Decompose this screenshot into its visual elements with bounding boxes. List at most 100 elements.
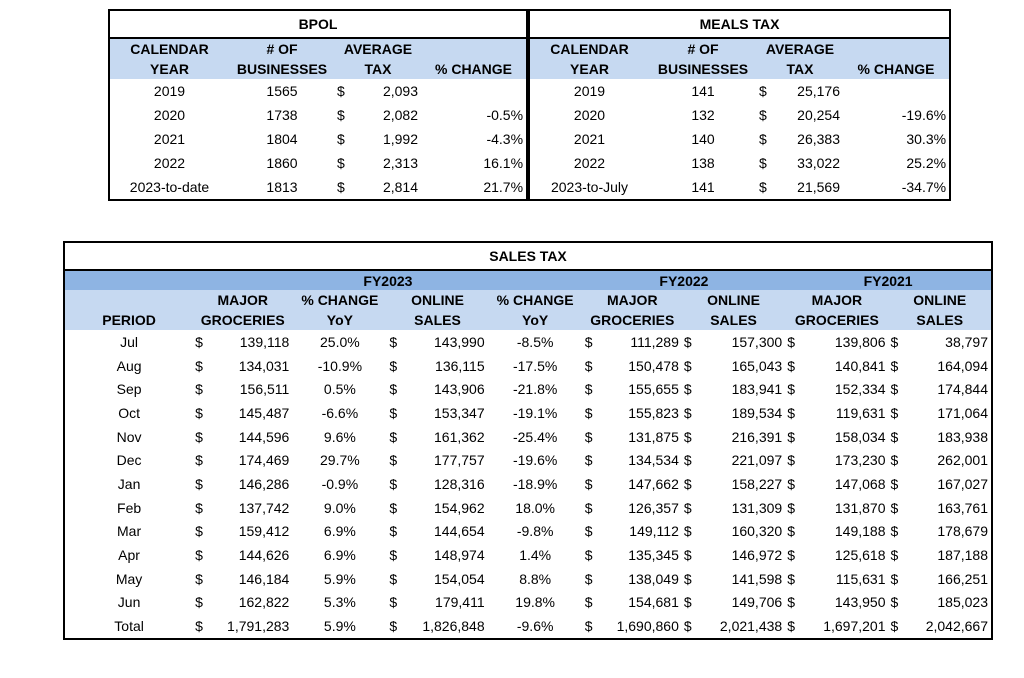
pct-change-cell: 21.7% bbox=[483, 179, 524, 195]
dollar-sign: $ bbox=[195, 523, 203, 540]
meals-header-tax-1: AVERAGE bbox=[757, 38, 843, 59]
fy2023-groceries-cell: 144,596 bbox=[238, 428, 290, 445]
fy2022-online-cell: 221,097 bbox=[731, 452, 783, 469]
fy2023-online-cell: 136,115 bbox=[435, 357, 485, 374]
table-row: Jun $162,822 5.3% $179,411 19.8% $154,681 $149… bbox=[64, 591, 992, 615]
dollar-sign: $ bbox=[584, 594, 593, 611]
dollar-sign: $ bbox=[584, 333, 593, 350]
dollar-sign: $ bbox=[787, 547, 795, 564]
fy2022-groceries-cell: 134,534 bbox=[628, 452, 679, 469]
table-row: Nov $144,596 9.6% $161,362 -25.4% $131,875 $21… bbox=[64, 425, 992, 449]
dollar-sign: $ bbox=[890, 547, 899, 564]
dollar-sign: $ bbox=[584, 452, 593, 469]
header-sales-2: SALES bbox=[681, 310, 786, 330]
dollar-sign: $ bbox=[683, 357, 692, 374]
dollar-sign: $ bbox=[389, 428, 398, 445]
pct-change-cell: 25.2% bbox=[906, 155, 947, 171]
header-groceries-3: GROCERIES bbox=[785, 310, 889, 330]
meals-header-year-1: CALENDAR bbox=[529, 38, 649, 59]
fy2021-online-cell: 166,251 bbox=[937, 570, 988, 587]
fy2022-groceries-cell: 147,662 bbox=[628, 475, 679, 492]
fy2023-online-cell: 179,411 bbox=[435, 594, 485, 611]
fy2022-online-cell: 165,043 bbox=[731, 357, 783, 374]
dollar-sign: $ bbox=[584, 570, 593, 587]
header-yoy-1: YoY bbox=[292, 310, 388, 330]
table-row: 2019 1565 $2,093 bbox=[109, 79, 527, 103]
fy2021-online-cell: 178,679 bbox=[937, 523, 988, 540]
fy2023-groceries-cell: 139,118 bbox=[239, 333, 290, 350]
fy2023-online-cell: 154,962 bbox=[434, 499, 485, 516]
fy2023-groceries-cell: 156,511 bbox=[239, 381, 290, 398]
fy2023-groceries-cell: 145,487 bbox=[238, 404, 290, 421]
period-cell: Feb bbox=[117, 499, 142, 516]
period-cell: Mar bbox=[117, 523, 142, 540]
table-row: 2021 140 $26,383 30.3% bbox=[529, 127, 950, 151]
header-major-2: MAJOR bbox=[582, 290, 682, 310]
fy2022-groceries-cell: 149,112 bbox=[629, 523, 679, 540]
bpol-title: BPOL bbox=[109, 10, 528, 39]
dollar-sign: $ bbox=[389, 381, 398, 398]
dollar-sign: $ bbox=[195, 475, 203, 492]
fy2023-groceries-cell: 159,412 bbox=[238, 523, 290, 540]
dollar-sign: $ bbox=[890, 618, 899, 635]
dollar-sign: $ bbox=[683, 381, 692, 398]
dollar-sign: $ bbox=[389, 475, 398, 492]
fy2021-online-cell: 187,188 bbox=[937, 547, 988, 564]
table-row: 2020 132 $20,254 -19.6% bbox=[529, 103, 950, 127]
dollar-sign: $ bbox=[389, 499, 398, 516]
dollar-sign: $ bbox=[389, 618, 398, 635]
dollar-sign: $ bbox=[195, 381, 203, 398]
dollar-sign: $ bbox=[337, 83, 345, 99]
dollar-sign: $ bbox=[683, 499, 692, 516]
fy2023-online-yoy-cell: -18.9% bbox=[512, 475, 558, 492]
header-online-3: ONLINE bbox=[888, 290, 992, 310]
bpol-header-tax-1: AVERAGE bbox=[335, 38, 421, 59]
dollar-sign: $ bbox=[195, 428, 203, 445]
dollar-sign: $ bbox=[584, 499, 593, 516]
dollar-sign: $ bbox=[759, 155, 767, 171]
dollar-sign: $ bbox=[759, 179, 767, 195]
fy2022-groceries-cell: 111,289 bbox=[630, 333, 679, 350]
dollar-sign: $ bbox=[787, 452, 795, 469]
fy2021-online-cell: 38,797 bbox=[945, 333, 988, 350]
header-yoy-2: YoY bbox=[487, 310, 583, 330]
fy2022-online-cell: 160,320 bbox=[731, 523, 783, 540]
period-cell: Total bbox=[114, 618, 144, 635]
dollar-sign: $ bbox=[787, 357, 795, 374]
dollar-sign: $ bbox=[683, 618, 692, 635]
dollar-sign: $ bbox=[890, 428, 899, 445]
sales-tax-table: SALES TAX FY2023 FY2022 FY2021 MAJOR % C… bbox=[63, 241, 993, 640]
header-sales-3: SALES bbox=[888, 310, 992, 330]
header-major-3: MAJOR bbox=[785, 290, 889, 310]
businesses-cell: 1804 bbox=[266, 131, 298, 147]
fy2021-groceries-cell: 1,697,201 bbox=[823, 618, 886, 635]
fy2021-groceries-cell: 149,188 bbox=[834, 523, 886, 540]
table-row: 2019 141 $25,176 bbox=[529, 79, 950, 103]
pct-change-cell bbox=[843, 79, 950, 103]
fy2023-groceries-yoy-cell: 5.9% bbox=[323, 570, 356, 587]
fy2023-groceries-yoy-cell: 9.6% bbox=[323, 428, 356, 445]
fy2023-online-yoy-cell: -9.8% bbox=[516, 523, 554, 540]
meals-header-businesses-2: BUSINESSES bbox=[649, 59, 757, 79]
fy2023-groceries-yoy-cell: 6.9% bbox=[323, 547, 356, 564]
fy2022-groceries-cell: 154,681 bbox=[628, 594, 679, 611]
period-cell: Jun bbox=[117, 594, 141, 611]
header-online-2: ONLINE bbox=[681, 290, 786, 310]
meals-title: MEALS TAX bbox=[529, 10, 951, 39]
fy2023-groceries-yoy-cell: 5.9% bbox=[323, 618, 356, 635]
dollar-sign: $ bbox=[787, 428, 795, 445]
fy2023-groceries-yoy-cell: 5.3% bbox=[323, 594, 356, 611]
dollar-sign: $ bbox=[584, 523, 593, 540]
dollar-sign: $ bbox=[890, 499, 899, 516]
table-row: Oct $145,487 -6.6% $153,347 -19.1% $155,823 $1… bbox=[64, 401, 992, 425]
fy2022-groceries-cell: 126,357 bbox=[628, 499, 679, 516]
dollar-sign: $ bbox=[389, 547, 398, 564]
fy2021-groceries-cell: 147,068 bbox=[834, 475, 886, 492]
fy2022-online-cell: 131,309 bbox=[731, 499, 783, 516]
bpol-header-businesses-2: BUSINESSES bbox=[229, 59, 335, 79]
bpol-header-tax-2: TAX bbox=[335, 59, 421, 79]
fy2022-groceries-cell: 155,655 bbox=[628, 381, 679, 398]
fy2023-online-yoy-cell: -19.6% bbox=[512, 452, 558, 469]
fy2023-groceries-cell: 146,184 bbox=[238, 570, 290, 587]
dollar-sign: $ bbox=[337, 107, 345, 123]
